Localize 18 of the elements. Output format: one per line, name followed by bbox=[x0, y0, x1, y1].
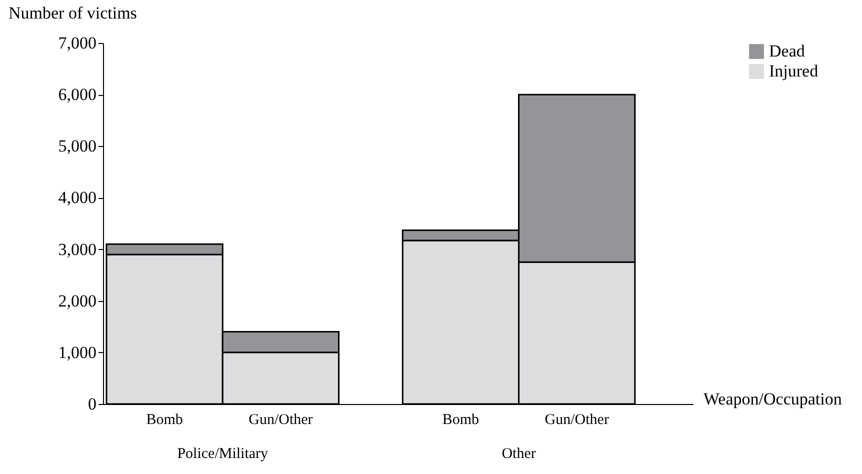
y-tick-label: 6,000 bbox=[58, 85, 96, 104]
x-tick-label: Gun/Other bbox=[248, 412, 313, 428]
text: Other bbox=[502, 446, 536, 462]
y-axis-title: Number of victims bbox=[8, 4, 137, 22]
legend-label: Dead bbox=[769, 42, 806, 60]
y-tick-label: 1,000 bbox=[58, 342, 96, 362]
y-tick-label: 7,000 bbox=[58, 34, 96, 52]
y-tick-label: 3,000 bbox=[58, 240, 96, 259]
x-tick-label: Gun/Other bbox=[544, 412, 609, 428]
x-tick-label: Bomb bbox=[442, 412, 480, 428]
y-tick-label: 4,000 bbox=[58, 188, 96, 208]
x-axis-title: Weapon/Occupation bbox=[704, 390, 842, 408]
y-tick-label: 0 bbox=[88, 394, 96, 414]
legend-label: Injured bbox=[769, 62, 819, 80]
text: Police/Military bbox=[177, 446, 269, 462]
y-tick-label: 5,000 bbox=[58, 136, 96, 156]
y-tick-label: 2,000 bbox=[58, 291, 96, 310]
x-tick-label: Bomb bbox=[146, 412, 183, 428]
